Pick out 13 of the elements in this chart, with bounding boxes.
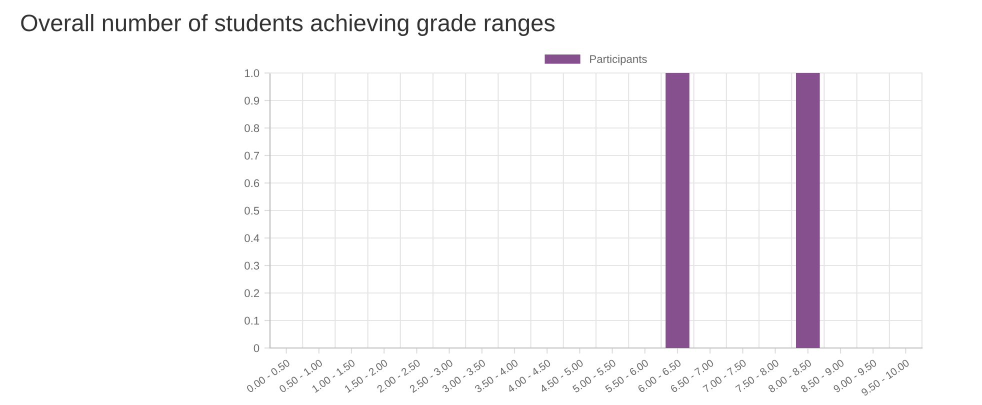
chart-title: Overall number of students achieving grade ranges <box>21 14 555 36</box>
y-tick-label: 0.5 <box>244 206 260 215</box>
y-tick-label: 0.7 <box>244 152 260 160</box>
y-tick-label: 0.8 <box>244 124 260 132</box>
y-tick-label: 0.4 <box>244 234 260 242</box>
y-tick-label: 1.0 <box>244 69 260 78</box>
y-tick-label: 0.1 <box>244 316 260 325</box>
y-tick-label: 0.3 <box>244 262 260 270</box>
legend-label: Participants <box>590 54 647 66</box>
y-tick-label: 0.6 <box>244 179 260 188</box>
y-tick-label: 0.2 <box>244 289 260 298</box>
y-tick-label: 0.9 <box>244 96 260 105</box>
y-tick-label: 0 <box>254 344 260 352</box>
